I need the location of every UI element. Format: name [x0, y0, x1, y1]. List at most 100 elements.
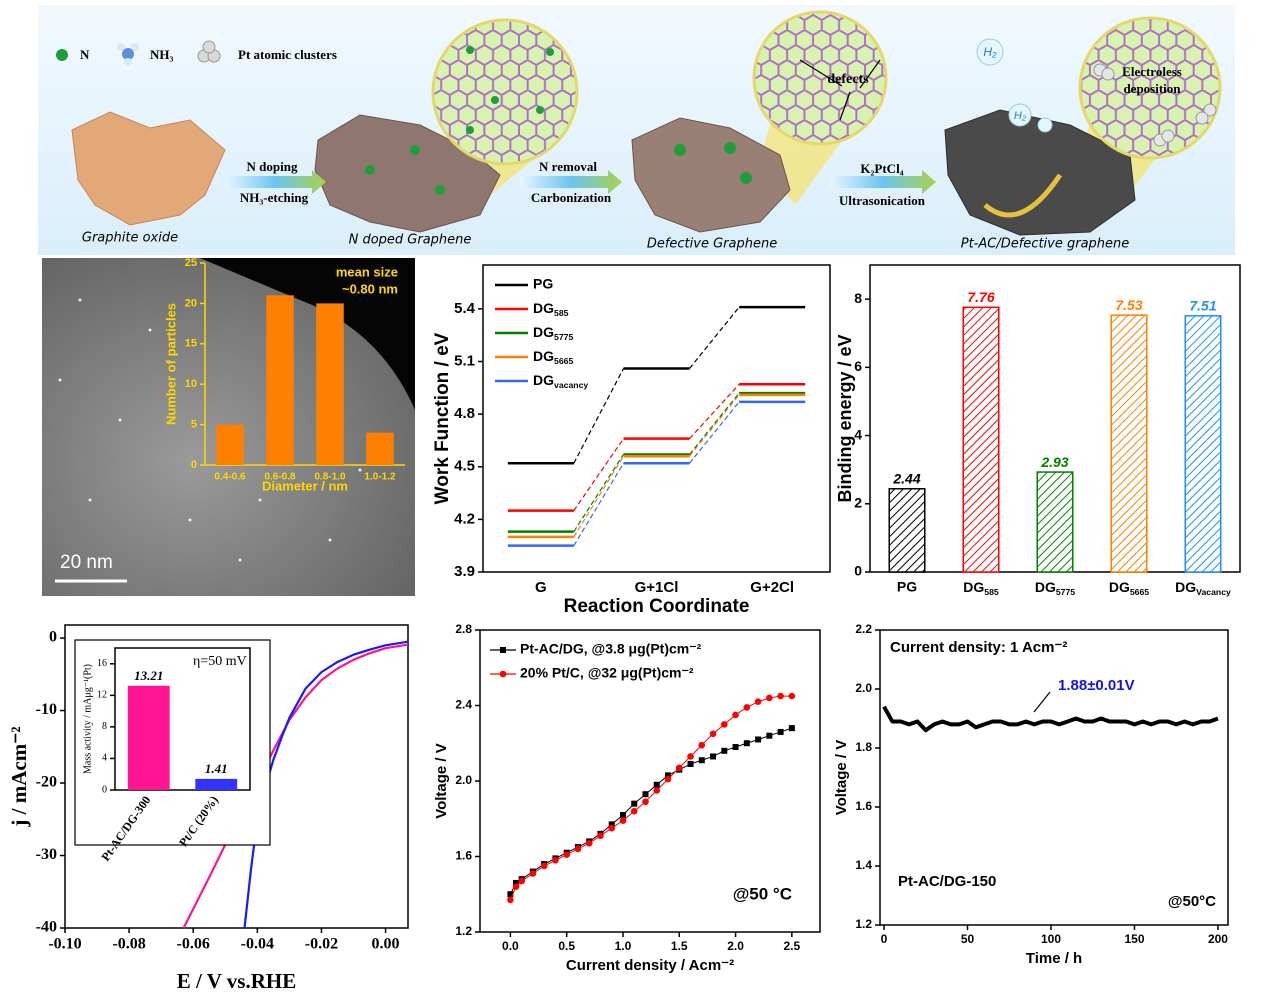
marker	[597, 832, 604, 840]
defect-arrows	[799, 59, 881, 121]
y-tick-label: 5.1	[454, 352, 475, 369]
process-arrow	[830, 170, 936, 194]
y-tick-label: 1.2	[455, 924, 472, 938]
marker	[619, 811, 626, 818]
legend-label: Pt-AC/DG, @3.8 μg(Pt)cm⁻²	[520, 641, 702, 657]
marker	[529, 870, 537, 877]
y-tick-label: -40	[36, 919, 57, 936]
legend-label: 20% Pt/C, @32 μg(Pt)cm⁻²	[520, 665, 694, 681]
bar	[216, 424, 244, 465]
bar	[1184, 315, 1222, 573]
caption: Graphite oxide	[82, 231, 178, 246]
level-connector	[689, 401, 740, 464]
step-label: Carbonization	[531, 190, 612, 205]
bar	[127, 685, 170, 790]
y-tick-label: 2	[854, 494, 862, 510]
n-dopants	[365, 142, 752, 195]
marker	[732, 744, 739, 751]
step-label: Ultrasonication	[839, 193, 926, 208]
annotation: @50°C	[1168, 893, 1216, 910]
y-tick-label: 2.0	[455, 773, 472, 787]
marker	[743, 704, 751, 711]
marker	[585, 839, 593, 847]
bar	[316, 303, 344, 465]
zoom-lattice	[1078, 16, 1222, 160]
plot-frame	[64, 624, 409, 929]
x-axis-label: Diameter / nm	[262, 478, 348, 493]
marker	[754, 698, 762, 706]
marker	[766, 732, 773, 739]
pt-cluster-icon	[197, 40, 221, 63]
level-connector	[573, 368, 625, 464]
marker	[507, 891, 514, 898]
bubble	[1037, 117, 1053, 133]
marker	[687, 761, 694, 768]
x-tick-label: 1.0	[615, 939, 632, 953]
marker	[710, 753, 717, 760]
value-label: 7.51	[1189, 298, 1216, 314]
marker	[563, 851, 570, 858]
x-tick-label: 2.0	[727, 939, 744, 953]
marker	[665, 772, 672, 779]
bar	[366, 432, 394, 465]
x-tick-label: 50	[961, 932, 975, 946]
marker	[687, 753, 694, 760]
callout: defects	[827, 72, 869, 87]
y-tick-label: 15	[185, 338, 197, 350]
process-arrow	[225, 170, 326, 194]
x-tick-label: 0	[881, 932, 888, 946]
marker	[630, 807, 638, 815]
annotation: η=50 mV	[193, 654, 247, 669]
pt-sheet	[944, 109, 1136, 236]
marker	[755, 736, 762, 743]
marker	[721, 721, 728, 728]
marker	[743, 740, 750, 747]
legend-label: NH₃	[150, 47, 174, 62]
n-atom-icon	[56, 49, 68, 61]
x-tick-label: 150	[1124, 932, 1144, 946]
legend-marker	[500, 647, 506, 653]
y-tick-label: 3.9	[454, 563, 475, 580]
annotation: ~0.80 nm	[342, 281, 398, 296]
lattice-clusters	[1093, 63, 1217, 147]
y-tick-label: 0	[49, 629, 57, 646]
y-tick-label: 4.5	[454, 458, 475, 475]
annotation-arrow	[1033, 691, 1051, 713]
x-axis-label: Reaction Coordinate	[564, 596, 750, 617]
value-label: 7.76	[967, 289, 994, 305]
marker	[721, 747, 728, 754]
level-connector	[573, 455, 625, 538]
level-connector	[689, 394, 740, 457]
marker	[777, 728, 784, 735]
electron-arrow	[983, 173, 1063, 218]
y-tick-label: 25	[185, 257, 197, 269]
y-tick-label: 4.8	[454, 405, 475, 422]
x-axis-label: Time / h	[1026, 950, 1082, 967]
annotation: Current density: 1 Acm⁻²	[890, 639, 1067, 656]
legend-label: DG585	[533, 300, 569, 319]
value-label: 1.41	[205, 761, 228, 776]
annotation: Pt-AC/DG-150	[898, 873, 996, 890]
inset-background	[74, 639, 271, 846]
value-label: 2.44	[892, 470, 920, 486]
marker	[675, 764, 683, 772]
x-tick-label: 0.8-1.0	[314, 472, 346, 483]
bubble	[1008, 103, 1032, 127]
x-axis-label: E / V vs.RHE	[177, 969, 296, 993]
x-tick-label: 0.0	[502, 939, 519, 953]
level-connector	[573, 454, 625, 532]
bar	[195, 778, 238, 790]
bar	[1036, 471, 1074, 573]
y-tick-label: 4	[102, 753, 107, 764]
x-tick-label: DGVacancy	[1175, 579, 1231, 598]
bar	[962, 306, 1000, 573]
marker	[709, 730, 717, 738]
tem-background	[200, 258, 415, 410]
level-connector	[689, 392, 740, 455]
x-tick-label: G+1Cl	[635, 579, 679, 596]
data-line	[509, 727, 793, 895]
x-axis-label: Current density / Acm⁻²	[566, 957, 734, 974]
x-tick-label: PG	[897, 579, 917, 595]
zoom-lattice	[431, 18, 579, 166]
y-tick-label: 16	[97, 658, 107, 669]
